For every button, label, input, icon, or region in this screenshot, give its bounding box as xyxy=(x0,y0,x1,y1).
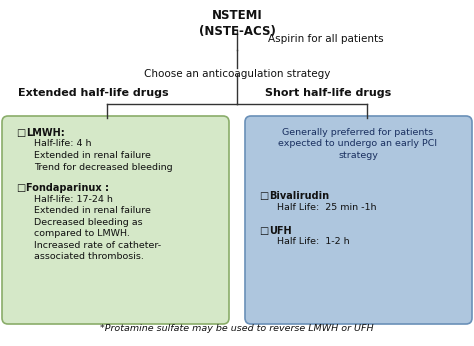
Text: Short half-life drugs: Short half-life drugs xyxy=(265,88,391,98)
Text: LMWH:: LMWH: xyxy=(26,128,65,138)
Text: Half Life:  1-2 h: Half Life: 1-2 h xyxy=(277,237,350,246)
Text: Trend for decreased bleeding: Trend for decreased bleeding xyxy=(34,163,173,172)
Text: compared to LMWH.: compared to LMWH. xyxy=(34,229,130,238)
Text: Half Life:  25 min -1h: Half Life: 25 min -1h xyxy=(277,203,376,212)
Text: □: □ xyxy=(16,183,25,193)
Text: Extended half-life drugs: Extended half-life drugs xyxy=(18,88,169,98)
Text: Half-life: 17-24 h: Half-life: 17-24 h xyxy=(34,195,113,204)
Text: □: □ xyxy=(259,226,268,236)
Text: Generally preferred for patients
expected to undergo an early PCI
strategy: Generally preferred for patients expecte… xyxy=(278,128,438,160)
Text: Extended in renal failure: Extended in renal failure xyxy=(34,151,151,160)
Text: Decreased bleeding as: Decreased bleeding as xyxy=(34,218,143,227)
FancyBboxPatch shape xyxy=(2,116,229,324)
Text: associated thrombosis.: associated thrombosis. xyxy=(34,252,144,261)
FancyBboxPatch shape xyxy=(245,116,472,324)
Text: Aspirin for all patients: Aspirin for all patients xyxy=(268,34,383,44)
Text: Half-life: 4 h: Half-life: 4 h xyxy=(34,139,91,148)
Text: Fondaparinux :: Fondaparinux : xyxy=(26,183,109,193)
Text: NSTEMI
(NSTE-ACS): NSTEMI (NSTE-ACS) xyxy=(199,9,275,38)
Text: *Protamine sulfate may be used to reverse LMWH or UFH: *Protamine sulfate may be used to revers… xyxy=(100,324,374,333)
Text: Extended in renal failure: Extended in renal failure xyxy=(34,206,151,215)
Text: Increased rate of catheter-: Increased rate of catheter- xyxy=(34,241,161,250)
Text: UFH: UFH xyxy=(269,226,292,236)
Text: Bivalirudin: Bivalirudin xyxy=(269,191,329,201)
Text: □: □ xyxy=(16,128,25,138)
Text: □: □ xyxy=(259,191,268,201)
Text: Choose an anticoagulation strategy: Choose an anticoagulation strategy xyxy=(144,69,330,79)
